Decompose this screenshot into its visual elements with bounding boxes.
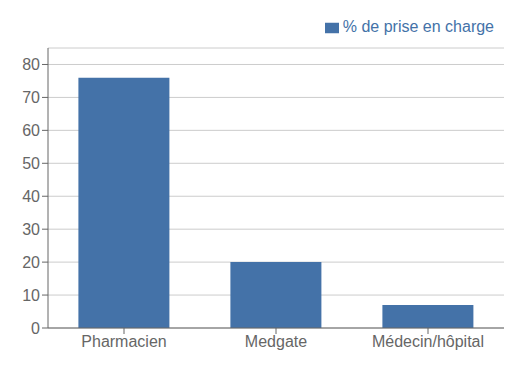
svg-text:70: 70 [22,89,40,106]
svg-text:Pharmacien: Pharmacien [81,333,166,350]
html-text:% de prise en charge: % de prise en charge [342,18,494,35]
svg-text:0: 0 [31,320,40,337]
svg-text:10: 10 [22,287,40,304]
svg-text:40: 40 [22,188,40,205]
svg-text:20: 20 [22,254,40,271]
svg-text:50: 50 [22,155,40,172]
svg-text:30: 30 [22,221,40,238]
svg-text:60: 60 [22,122,40,139]
svg-text:Medgate: Medgate [245,333,307,350]
svg-text:Médecin/hôpital: Médecin/hôpital [372,333,484,350]
svg-text:80: 80 [22,56,40,73]
